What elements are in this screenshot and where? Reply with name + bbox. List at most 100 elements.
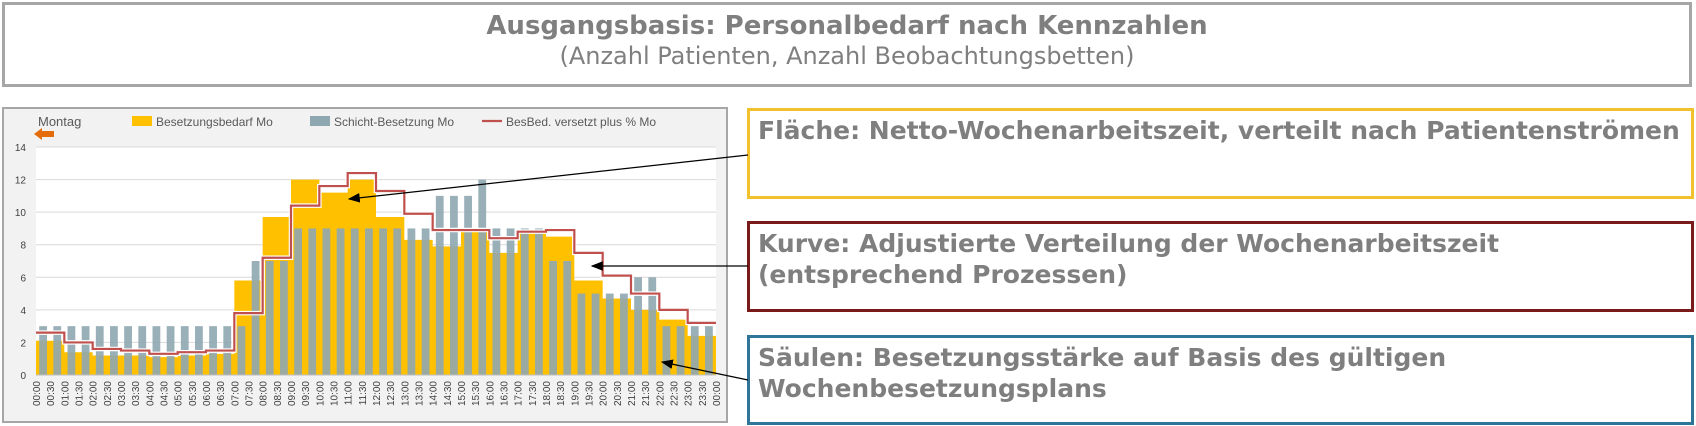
bar-schicht-besetzung <box>393 228 402 375</box>
bar-schicht-besetzung <box>322 228 331 375</box>
x-tick-label: 23:00 <box>684 381 695 406</box>
x-tick-label: 05:30 <box>188 381 199 406</box>
bar-schicht-besetzung <box>577 293 586 375</box>
x-tick-label: 07:30 <box>245 381 256 406</box>
chart-frame: 0 2 4 6 8 10 12 14 00:00 00:30 01:00 01:30 02:00 02:3… <box>2 107 728 423</box>
bar-schicht-besetzung <box>634 277 642 375</box>
callout-area: Fläche: Netto-Wochenarbeitszeit, verteil… <box>747 108 1694 199</box>
bar-schicht-besetzung <box>166 326 175 375</box>
bar-schicht-besetzung <box>336 228 345 375</box>
x-tick-label: 05:00 <box>174 381 185 406</box>
x-tick-label: 20:00 <box>599 381 610 406</box>
x-tick-label: 11:00 <box>344 381 355 406</box>
bar-schicht-besetzung <box>53 326 62 375</box>
bar-schicht-besetzung <box>350 228 359 375</box>
x-tick-label: 03:00 <box>117 381 128 406</box>
page-subtitle: (Anzahl Patienten, Anzahl Beobachtungsbe… <box>559 42 1135 70</box>
header-box: Ausgangsbasis: Personalbedarf nach Kennz… <box>2 2 1692 87</box>
bar-schicht-besetzung <box>705 326 713 375</box>
back-arrow-icon <box>34 128 54 140</box>
bar-schicht-besetzung <box>492 228 501 375</box>
bar-schicht-besetzung <box>648 277 657 375</box>
y-tick-label: 0 <box>20 371 26 382</box>
bar-schicht-besetzung <box>280 261 288 375</box>
x-tick-label: 09:30 <box>301 381 312 406</box>
bar-schicht-besetzung <box>81 326 90 375</box>
x-tick-label: 21:00 <box>627 381 638 406</box>
x-tick-label: 18:30 <box>556 381 567 406</box>
y-tick-label: 12 <box>15 176 27 187</box>
x-tick-label: 10:00 <box>315 381 326 406</box>
x-tick-label: 15:00 <box>457 381 468 406</box>
x-tick-label: 13:30 <box>415 381 426 406</box>
y-tick-label: 2 <box>20 338 26 349</box>
x-tick-label: 06:30 <box>216 381 227 406</box>
bar-schicht-besetzung <box>308 228 317 375</box>
legend-label: Schicht-Besetzung Mo <box>334 115 454 129</box>
x-tick-label: 04:00 <box>145 381 156 406</box>
bar-schicht-besetzung <box>478 179 487 375</box>
x-tick-label: 02:30 <box>103 381 114 406</box>
bar-schicht-besetzung <box>464 195 472 375</box>
callout-curve: Kurve: Adjustierte Verteilung der Wochen… <box>747 221 1694 312</box>
bar-schicht-besetzung <box>549 261 557 375</box>
callout-columns-text: Säulen: Besetzungsstärke auf Basis des g… <box>758 343 1447 403</box>
bar-schicht-besetzung <box>152 326 161 375</box>
x-tick-label: 19:30 <box>585 381 596 406</box>
series-area-besetzungsbedarf <box>36 179 716 375</box>
x-tick-label: 13:00 <box>400 381 411 406</box>
x-tick-label: 23:30 <box>698 381 709 406</box>
x-tick-label: 08:00 <box>259 381 270 406</box>
bar-schicht-besetzung <box>605 293 614 375</box>
x-tick-label: 00:00 <box>32 381 43 406</box>
x-tick-label: 08:30 <box>273 381 284 406</box>
bar-schicht-besetzung <box>67 326 76 375</box>
legend-label: BesBed. versetzt plus % Mo <box>506 115 656 129</box>
callout-columns: Säulen: Besetzungsstärke auf Basis des g… <box>747 335 1694 425</box>
x-tick-label: 00:30 <box>46 381 57 406</box>
x-tick-label: 04:30 <box>160 381 171 406</box>
x-tick-label: 12:00 <box>372 381 383 406</box>
x-tick-label: 07:00 <box>230 381 241 406</box>
x-tick-label: 16:00 <box>485 381 496 406</box>
bar-schicht-besetzung <box>520 228 529 375</box>
x-tick-label: 06:00 <box>202 381 213 406</box>
legend-swatch <box>132 116 152 126</box>
y-tick-label: 4 <box>20 306 26 317</box>
x-tick-label: 14:00 <box>429 381 440 406</box>
y-tick-label: 14 <box>15 143 27 154</box>
page-title: Ausgangsbasis: Personalbedarf nach Kennz… <box>486 11 1208 41</box>
x-tick-label: 18:00 <box>542 381 553 406</box>
bar-schicht-besetzung <box>563 261 572 375</box>
chart-title: Montag <box>38 114 81 129</box>
bar-schicht-besetzung <box>450 195 458 375</box>
x-tick-label: 20:30 <box>613 381 624 406</box>
x-tick-label: 12:30 <box>386 381 397 406</box>
bar-schicht-besetzung <box>237 326 246 375</box>
bar-schicht-besetzung <box>365 228 373 375</box>
bar-schicht-besetzung <box>251 261 260 375</box>
x-tick-label: 22:00 <box>655 381 666 406</box>
bar-schicht-besetzung <box>662 326 671 375</box>
x-tick-label: 01:30 <box>75 381 86 406</box>
callout-area-text: Fläche: Netto-Wochenarbeitszeit, verteil… <box>758 116 1680 145</box>
x-tick-label: 17:00 <box>514 381 525 406</box>
bar-schicht-besetzung <box>435 195 444 375</box>
x-tick-label: 11:30 <box>358 381 369 406</box>
bar-schicht-besetzung <box>591 293 600 375</box>
x-tick-label: 10:30 <box>330 381 341 406</box>
x-tick-label: 14:30 <box>443 381 454 406</box>
x-tick-label: 19:00 <box>570 381 581 406</box>
y-tick-label: 6 <box>20 273 26 284</box>
x-tick-label: 22:30 <box>670 381 681 406</box>
legend-swatch <box>310 116 330 126</box>
x-tick-label: 03:30 <box>131 381 142 406</box>
bar-schicht-besetzung <box>620 293 628 375</box>
x-tick-label: 16:30 <box>500 381 511 406</box>
x-tick-label: 00:00 <box>712 381 723 406</box>
x-tick-label: 01:00 <box>60 381 71 406</box>
x-tick-label: 17:30 <box>528 381 539 406</box>
x-tick-label: 21:30 <box>641 381 652 406</box>
bar-schicht-besetzung <box>39 326 47 375</box>
